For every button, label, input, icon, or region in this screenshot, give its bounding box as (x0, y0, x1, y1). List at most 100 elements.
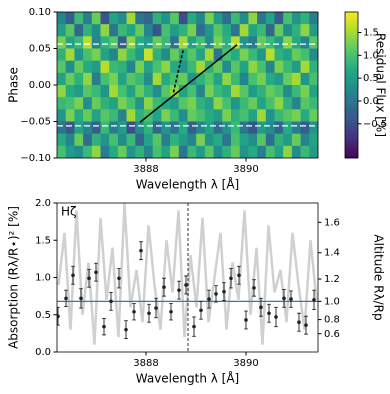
heatmap-cell (74, 60, 84, 74)
colorbar-step (345, 16, 358, 20)
heatmap-cell (196, 97, 206, 110)
heatmap-cell (109, 72, 119, 86)
heatmap-cell (300, 60, 310, 74)
heatmap-cell (291, 121, 301, 134)
heatmap-cell (213, 121, 223, 134)
heatmap-cell (65, 145, 75, 159)
heatmap-cell (222, 72, 232, 86)
y-tick-label: 2.0 (35, 198, 51, 209)
heatmap-cell (161, 36, 171, 49)
heatmap-cell (309, 24, 319, 37)
heatmap-cell (135, 145, 145, 159)
heatmap-cell (126, 109, 136, 122)
heatmap-cell (222, 109, 232, 122)
data-point (304, 323, 308, 327)
heatmap-cell (222, 133, 232, 147)
heatmap-cell (126, 72, 136, 86)
heatmap-cell (100, 97, 110, 110)
heatmap-cell (65, 24, 75, 37)
heatmap-cell (300, 145, 310, 159)
heatmap-cell (65, 12, 75, 25)
heatmap-cell (231, 133, 240, 147)
data-point (87, 276, 91, 281)
heatmap-cell (91, 72, 101, 86)
heatmap-cell (283, 24, 293, 37)
heatmap-cell (187, 24, 197, 37)
heatmap-cell (65, 97, 75, 110)
colorbar-step (345, 46, 358, 49)
heatmap-cell (274, 36, 284, 49)
heatmap-cell (274, 72, 284, 86)
heatmap-cell (257, 48, 267, 61)
heatmap-cell (231, 72, 240, 86)
heatmap-cell (213, 85, 223, 98)
heatmap-cell (283, 145, 293, 159)
heatmap-cell (178, 121, 188, 134)
heatmap-cell (213, 24, 223, 37)
heatmap-cell (178, 36, 188, 49)
heatmap-cell (265, 97, 275, 110)
heatmap-cell (161, 97, 171, 110)
heatmap-cell (239, 133, 249, 147)
heatmap-cell (83, 97, 93, 110)
colorbar-step (345, 106, 358, 110)
colorbar-step (345, 85, 358, 88)
colorbar-step (345, 145, 358, 149)
data-point (57, 314, 60, 319)
heatmap-cell (91, 60, 101, 74)
heatmap-cell (248, 97, 258, 110)
heatmap-cell (239, 60, 249, 74)
colorbar-step (345, 138, 358, 142)
y2-tick-label: 0.6 (324, 329, 340, 340)
heatmap-cell (74, 121, 84, 134)
heatmap-cell (213, 109, 223, 122)
heatmap-cell (83, 48, 93, 61)
heatmap-cell (196, 48, 206, 61)
heatmap-cell (187, 85, 197, 98)
heatmap-cell (152, 36, 162, 49)
heatmap-cell (135, 97, 145, 110)
data-point (79, 296, 83, 301)
heatmap-cell (257, 36, 267, 49)
plot-area (57, 203, 318, 352)
heatmap-cell (231, 60, 240, 74)
x-axis-label: Wavelength λ [Å] (136, 371, 240, 386)
heatmap-cell (248, 12, 258, 25)
heatmap-cell (300, 48, 310, 61)
heatmap-cell (170, 145, 180, 159)
y-tick-label: 0.05 (29, 44, 51, 55)
heatmap-cell (91, 121, 101, 134)
heatmap-cell (135, 24, 145, 37)
heatmap-cell (170, 85, 180, 98)
heatmap-cell (126, 85, 136, 98)
colorbar-step (345, 58, 358, 61)
heatmap-cell (283, 60, 293, 74)
heatmap-cell (300, 12, 310, 25)
heatmap-cell (309, 48, 319, 61)
heatmap-cell (109, 121, 119, 134)
colorbar-step (345, 126, 358, 130)
heatmap-cell (309, 72, 319, 86)
data-point (169, 309, 173, 314)
data-point (147, 311, 151, 316)
heatmap-cell (144, 48, 153, 61)
colorbar-step (345, 50, 358, 54)
heatmap-cell (274, 24, 284, 37)
heatmap-cell (274, 133, 284, 147)
heatmap-cell (178, 97, 188, 110)
colorbar-step (345, 26, 358, 30)
colorbar-tick-label: 0.0 (363, 96, 379, 107)
heatmap-cell (161, 133, 171, 147)
heatmap-cell (248, 48, 258, 61)
heatmap-cell (248, 133, 258, 147)
heatmap-cell (204, 97, 214, 110)
colorbar-step (345, 87, 358, 91)
data-point (267, 311, 271, 316)
colorbar-step (345, 155, 358, 159)
heatmap-cell (144, 97, 153, 110)
heatmap-cell (126, 24, 136, 37)
heatmap-cell (152, 97, 162, 110)
heatmap-cell (135, 48, 145, 61)
colorbar-step (345, 41, 358, 44)
y2-axis-label: Altitude Rλ/Rp (372, 234, 386, 320)
